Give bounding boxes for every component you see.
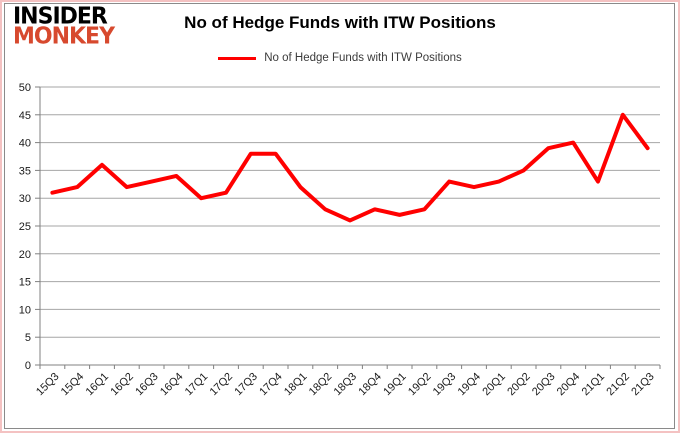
x-tick-label: 17Q1 [183,371,211,399]
y-tick-label: 45 [19,110,31,122]
x-tick-label: 19Q1 [381,371,409,399]
y-tick-label: 0 [25,360,31,372]
y-tick-label: 25 [19,221,31,233]
x-tick-label: 15Q4 [59,371,87,399]
y-tick-label: 35 [19,165,31,177]
x-tick-label: 21Q1 [580,371,608,399]
legend-line-marker [218,56,257,60]
y-tick-label: 30 [19,193,31,205]
y-tick-label: 5 [25,332,31,344]
y-tick-label: 15 [19,277,31,289]
x-tick-label: 16Q2 [108,371,136,399]
x-tick-label: 18Q1 [282,371,310,399]
x-tick-label: 20Q1 [480,371,508,399]
x-tick-label: 16Q3 [133,371,161,399]
x-tick-label: 20Q4 [555,371,583,399]
x-tick-label: 17Q3 [232,371,260,399]
insider-monkey-logo: INSIDER MONKEY [13,3,115,50]
x-tick-label: 21Q2 [604,371,632,399]
chart-panel [4,3,675,429]
y-tick-label: 50 [19,82,31,94]
x-tick-label: 20Q2 [505,371,533,399]
x-tick-label: 19Q4 [456,371,484,399]
x-tick-label: 19Q2 [406,371,434,399]
legend-label: No of Hedge Funds with ITW Positions [264,52,462,64]
logo-word-insider: INSIDER [13,3,108,30]
y-tick-label: 10 [19,304,31,316]
x-tick-label: 17Q4 [257,371,285,399]
legend: No of Hedge Funds with ITW Positions [0,52,680,64]
x-tick-label: 21Q3 [629,371,657,399]
x-tick-label: 18Q2 [307,371,335,399]
logo-word-monkey: MONKEY [13,23,115,50]
y-tick-label: 20 [19,249,31,261]
x-tick-label: 20Q3 [530,371,558,399]
x-tick-label: 17Q2 [208,371,236,399]
chart-title: No of Hedge Funds with ITW Positions [184,13,496,32]
x-tick-label: 16Q1 [84,371,112,399]
x-tick-label: 18Q4 [356,371,384,399]
x-tick-label: 16Q4 [158,371,186,399]
data-line [50,112,650,223]
y-tick-label: 40 [19,138,31,150]
x-tick-label: 18Q3 [332,371,360,399]
x-tick-label: 19Q3 [431,371,459,399]
x-tick-label: 15Q3 [34,371,62,399]
